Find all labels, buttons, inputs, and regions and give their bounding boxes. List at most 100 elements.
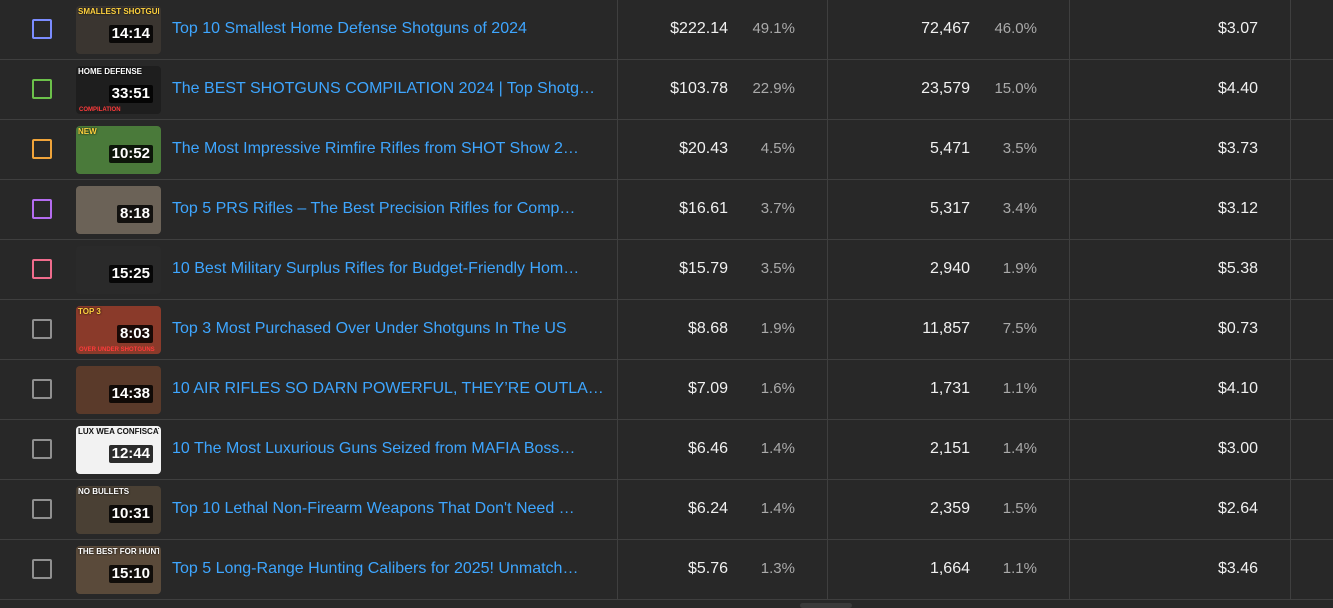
- views-percent: 1.9%: [1002, 260, 1037, 277]
- video-thumbnail[interactable]: HOME DEFENSE COMPILATION 33:51: [76, 66, 161, 114]
- table-row: TOP 3 OVER UNDER SHOTGUNS 8:03 Top 3 Mos…: [0, 300, 1333, 360]
- rpm-value: $3.46: [1217, 560, 1258, 577]
- video-title-link[interactable]: The BEST SHOTGUNS COMPILATION 2024 | Top…: [172, 80, 595, 97]
- thumbnail-caption: TOP 3: [78, 307, 101, 316]
- column-divider: [1069, 0, 1070, 600]
- revenue-percent: 3.7%: [760, 200, 795, 217]
- video-title-link[interactable]: Top 10 Lethal Non-Firearm Weapons That D…: [172, 500, 575, 517]
- horizontal-scrollbar[interactable]: [800, 603, 852, 608]
- video-title-link[interactable]: 10 The Most Luxurious Guns Seized from M…: [172, 440, 576, 457]
- row-checkbox[interactable]: [32, 319, 52, 339]
- table-row: LUX WEA CONFISCATED 12:44 10 The Most Lu…: [0, 420, 1333, 480]
- revenue-value: $20.43: [679, 140, 728, 157]
- video-thumbnail[interactable]: 8:18: [76, 186, 161, 234]
- thumbnail-caption: NO BULLETS: [78, 487, 130, 496]
- video-title-link[interactable]: The Most Impressive Rimfire Rifles from …: [172, 140, 579, 157]
- video-thumbnail[interactable]: 14:38: [76, 366, 161, 414]
- views-value: 1,731: [929, 380, 970, 397]
- video-duration: 14:38: [108, 385, 153, 403]
- video-thumbnail[interactable]: 15:25: [76, 246, 161, 294]
- column-divider: [827, 0, 828, 600]
- video-title-link[interactable]: Top 3 Most Purchased Over Under Shotguns…: [172, 320, 567, 337]
- views-value: 72,467: [921, 20, 970, 37]
- row-checkbox[interactable]: [32, 439, 52, 459]
- video-title-link[interactable]: Top 5 Long-Range Hunting Calibers for 20…: [172, 560, 579, 577]
- table-row: HOME DEFENSE COMPILATION 33:51 The BEST …: [0, 60, 1333, 120]
- video-title-link[interactable]: Top 10 Smallest Home Defense Shotguns of…: [172, 20, 527, 37]
- thumbnail-caption: HOME DEFENSE: [78, 67, 143, 76]
- table-row: THE BEST FOR HUNTER 15:10 Top 5 Long-Ran…: [0, 540, 1333, 600]
- views-value: 23,579: [921, 80, 970, 97]
- revenue-percent: 1.6%: [760, 380, 795, 397]
- views-value: 2,151: [929, 440, 970, 457]
- video-thumbnail[interactable]: NEW 10:52: [76, 126, 161, 174]
- thumbnail-subcaption: OVER UNDER SHOTGUNS: [79, 347, 155, 353]
- views-value: 11,857: [922, 320, 970, 337]
- revenue-value: $7.09: [687, 380, 728, 397]
- thumbnail-caption: SMALLEST SHOTGUN: [78, 7, 159, 16]
- rpm-value: $4.10: [1217, 380, 1258, 397]
- views-percent: 7.5%: [1002, 320, 1037, 337]
- row-checkbox[interactable]: [32, 559, 52, 579]
- row-checkbox[interactable]: [32, 259, 52, 279]
- views-percent: 3.4%: [1002, 200, 1037, 217]
- views-value: 5,471: [929, 140, 970, 157]
- video-duration: 15:10: [108, 565, 153, 583]
- revenue-value: $103.78: [670, 80, 728, 97]
- row-checkbox[interactable]: [32, 139, 52, 159]
- revenue-percent: 4.5%: [760, 140, 795, 157]
- video-title-link[interactable]: Top 5 PRS Rifles – The Best Precision Ri…: [172, 200, 576, 217]
- video-duration: 8:03: [116, 325, 153, 343]
- row-checkbox[interactable]: [32, 379, 52, 399]
- views-value: 5,317: [929, 200, 970, 217]
- video-thumbnail[interactable]: LUX WEA CONFISCATED 12:44: [76, 426, 161, 474]
- rpm-value: $3.00: [1217, 440, 1258, 457]
- video-duration: 15:25: [108, 265, 153, 283]
- column-divider: [617, 0, 618, 600]
- row-checkbox[interactable]: [32, 79, 52, 99]
- revenue-percent: 49.1%: [752, 20, 795, 37]
- table-row: 14:38 10 AIR RIFLES SO DARN POWERFUL, TH…: [0, 360, 1333, 420]
- revenue-percent: 1.4%: [760, 500, 795, 517]
- rpm-value: $5.38: [1217, 260, 1258, 277]
- revenue-percent: 3.5%: [760, 260, 795, 277]
- revenue-percent: 1.4%: [760, 440, 795, 457]
- revenue-value: $5.76: [687, 560, 728, 577]
- views-percent: 3.5%: [1002, 140, 1037, 157]
- video-duration: 33:51: [108, 85, 153, 103]
- rpm-value: $3.12: [1217, 200, 1258, 217]
- table-row: 8:18 Top 5 PRS Rifles – The Best Precisi…: [0, 180, 1333, 240]
- revenue-value: $16.61: [679, 200, 728, 217]
- revenue-value: $222.14: [670, 20, 728, 37]
- table-row: SMALLEST SHOTGUN 14:14 Top 10 Smallest H…: [0, 0, 1333, 60]
- video-title-link[interactable]: 10 AIR RIFLES SO DARN POWERFUL, THEY’RE …: [172, 380, 604, 397]
- rpm-value: $3.73: [1217, 140, 1258, 157]
- video-duration: 14:14: [108, 25, 153, 43]
- row-checkbox[interactable]: [32, 199, 52, 219]
- revenue-percent: 1.9%: [760, 320, 795, 337]
- video-title-link[interactable]: 10 Best Military Surplus Rifles for Budg…: [172, 260, 580, 277]
- rpm-value: $3.07: [1217, 20, 1258, 37]
- revenue-percent: 22.9%: [752, 80, 795, 97]
- row-checkbox[interactable]: [32, 499, 52, 519]
- views-value: 2,940: [929, 260, 970, 277]
- rpm-value: $2.64: [1217, 500, 1258, 517]
- thumbnail-caption: LUX WEA CONFISCATED: [78, 427, 159, 436]
- revenue-percent: 1.3%: [760, 560, 795, 577]
- views-percent: 1.4%: [1002, 440, 1037, 457]
- revenue-value: $8.68: [687, 320, 728, 337]
- table-row: NO BULLETS 10:31 Top 10 Lethal Non-Firea…: [0, 480, 1333, 540]
- column-divider: [1290, 0, 1291, 600]
- views-percent: 46.0%: [994, 20, 1037, 37]
- thumbnail-subcaption: COMPILATION: [79, 107, 121, 113]
- video-thumbnail[interactable]: NO BULLETS 10:31: [76, 486, 161, 534]
- video-thumbnail[interactable]: THE BEST FOR HUNTER 15:10: [76, 546, 161, 594]
- video-duration: 10:52: [108, 145, 153, 163]
- video-duration: 10:31: [108, 505, 153, 523]
- video-thumbnail[interactable]: TOP 3 OVER UNDER SHOTGUNS 8:03: [76, 306, 161, 354]
- revenue-value: $6.24: [687, 500, 728, 517]
- row-checkbox[interactable]: [32, 19, 52, 39]
- video-thumbnail[interactable]: SMALLEST SHOTGUN 14:14: [76, 6, 161, 54]
- views-percent: 1.1%: [1002, 560, 1037, 577]
